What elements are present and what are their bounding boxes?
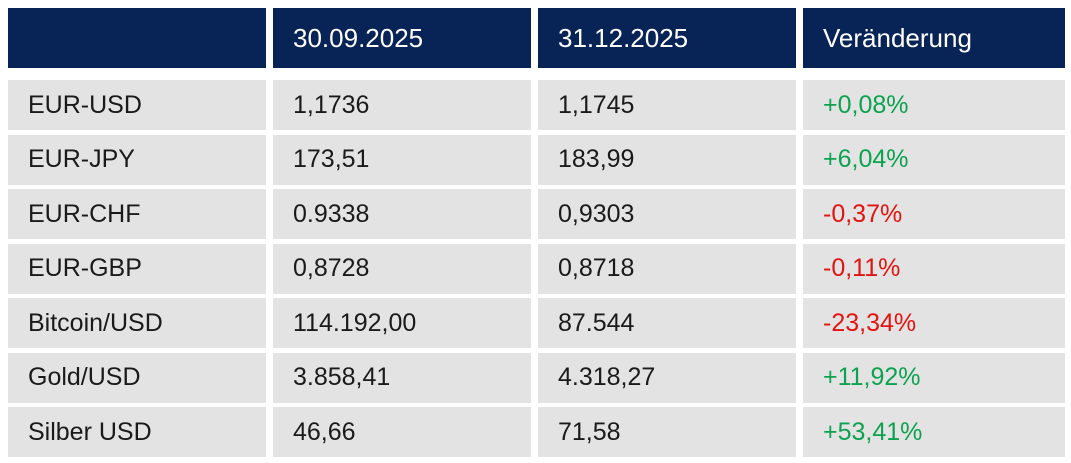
value-31-12: 87.544: [558, 308, 635, 337]
change-percent: +0,08%: [823, 90, 909, 119]
table-header-row: 30.09.2025 31.12.2025 Veränderung: [8, 8, 1065, 68]
value-30-09-cell: 46,66: [273, 407, 531, 457]
instrument-label: EUR-CHF: [28, 199, 141, 228]
instrument-label-cell: Bitcoin/USD: [8, 298, 266, 348]
value-30-09-cell: 1,1736: [273, 80, 531, 130]
instrument-label: Silber USD: [28, 417, 152, 446]
table-body: EUR-USD 1,1736 1,1745 +0,08% EUR-JPY 173…: [8, 80, 1065, 457]
change-percent-cell: -0,11%: [803, 243, 1065, 294]
value-30-09: 3.858,41: [293, 363, 391, 391]
change-percent-cell: +11,92%: [803, 352, 1065, 403]
value-31-12-cell: 87.544: [538, 298, 796, 348]
change-percent: +6,04%: [823, 145, 909, 173]
header-cell-change: Veränderung: [803, 8, 1065, 68]
change-percent: +53,41%: [823, 417, 923, 446]
value-31-12-cell: 1,1745: [538, 80, 796, 130]
header-cell-date-2: 31.12.2025: [538, 8, 796, 68]
value-30-09: 46,66: [293, 417, 356, 446]
value-31-12-cell: 0,8718: [538, 243, 796, 294]
header-date-1-label: 30.09.2025: [293, 22, 424, 53]
value-30-09: 0.9338: [293, 199, 370, 228]
instrument-label: EUR-JPY: [28, 145, 135, 173]
header-date-2-label: 31.12.2025: [558, 22, 689, 53]
value-30-09-cell: 0.9338: [273, 189, 531, 239]
value-30-09-cell: 0,8728: [273, 243, 531, 294]
change-percent: -0,37%: [823, 199, 903, 228]
change-percent: -0,11%: [823, 254, 901, 282]
instrument-label: Bitcoin/USD: [28, 308, 163, 337]
value-31-12-cell: 71,58: [538, 407, 796, 457]
value-30-09-cell: 3.858,41: [273, 352, 531, 403]
value-31-12: 71,58: [558, 417, 621, 446]
instrument-label: Gold/USD: [28, 363, 141, 391]
change-percent-cell: +0,08%: [803, 80, 1065, 130]
change-percent-cell: +53,41%: [803, 407, 1065, 457]
instrument-label-cell: EUR-CHF: [8, 189, 266, 239]
change-percent: -23,34%: [823, 308, 917, 337]
value-30-09: 0,8728: [293, 254, 370, 282]
value-30-09: 173,51: [293, 145, 370, 173]
header-cell-date-1: 30.09.2025: [273, 8, 531, 68]
instrument-label-cell: Silber USD: [8, 407, 266, 457]
value-31-12-cell: 0,9303: [538, 189, 796, 239]
value-30-09: 114.192,00: [293, 308, 417, 337]
value-31-12: 0,9303: [558, 199, 635, 228]
value-30-09: 1,1736: [293, 90, 370, 119]
value-31-12-cell: 183,99: [538, 134, 796, 185]
instrument-label: EUR-USD: [28, 90, 142, 119]
value-31-12-cell: 4.318,27: [538, 352, 796, 403]
change-percent-cell: +6,04%: [803, 134, 1065, 185]
header-cell-empty: [8, 8, 266, 68]
header-change-label: Veränderung: [823, 22, 972, 53]
instrument-label: EUR-GBP: [28, 254, 142, 282]
change-percent-cell: -0,37%: [803, 189, 1065, 239]
instrument-label-cell: EUR-JPY: [8, 134, 266, 185]
instrument-label-cell: EUR-GBP: [8, 243, 266, 294]
value-30-09-cell: 173,51: [273, 134, 531, 185]
value-31-12: 183,99: [558, 145, 635, 173]
value-31-12: 0,8718: [558, 254, 635, 282]
change-percent-cell: -23,34%: [803, 298, 1065, 348]
value-31-12: 4.318,27: [558, 363, 656, 391]
value-31-12: 1,1745: [558, 90, 635, 119]
change-percent: +11,92%: [823, 363, 921, 391]
instrument-label-cell: Gold/USD: [8, 352, 266, 403]
instrument-label-cell: EUR-USD: [8, 80, 266, 130]
value-30-09-cell: 114.192,00: [273, 298, 531, 348]
